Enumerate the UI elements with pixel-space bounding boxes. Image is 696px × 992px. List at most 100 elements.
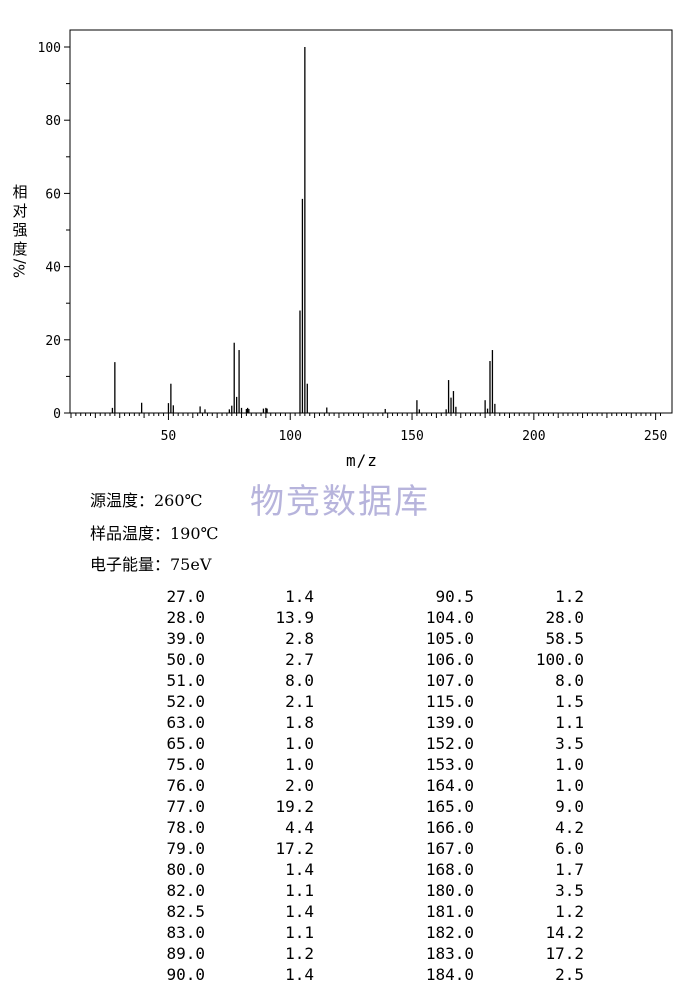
intensity-value: 1.7 <box>555 860 584 879</box>
intensity-value: 1.4 <box>285 860 314 879</box>
intensity-value: 1.1 <box>285 923 314 942</box>
intensity-value: 2.5 <box>555 965 584 984</box>
mz-value: 78.0 <box>166 818 205 837</box>
table-row: 90.0 1.4 <box>0 964 696 985</box>
intensity-value: 6.0 <box>555 839 584 858</box>
mz-value: 104.0 <box>425 608 474 627</box>
intensity-value: 1.5 <box>555 692 584 711</box>
intensity-value: 1.0 <box>285 734 314 753</box>
intensity-value: 8.0 <box>285 671 314 690</box>
mz-value: 82.5 <box>166 902 205 921</box>
intensity-value: 1.0 <box>555 755 584 774</box>
table-row: 106.0 100.0 <box>0 649 696 670</box>
intensity-value: 17.2 <box>545 944 584 963</box>
mz-value: 90.0 <box>166 965 205 984</box>
mz-value: 79.0 <box>166 839 205 858</box>
intensity-value: 58.5 <box>545 629 584 648</box>
intensity-value: 3.5 <box>555 734 584 753</box>
mz-value: 80.0 <box>166 860 205 879</box>
table-row: 167.0 6.0 <box>0 838 696 859</box>
intensity-value: 2.8 <box>285 629 314 648</box>
x-tick-label: 200 <box>522 429 545 444</box>
table-row: 63.0 1.8 <box>0 712 696 733</box>
y-tick-label: 0 <box>53 407 61 422</box>
mz-value: 165.0 <box>425 797 474 816</box>
x-tick-label: 50 <box>161 429 177 444</box>
table-row: 51.0 8.0 <box>0 670 696 691</box>
table-row: 164.0 1.0 <box>0 775 696 796</box>
intensity-value: 1.4 <box>285 965 314 984</box>
intensity-value: 8.0 <box>555 671 584 690</box>
mz-value: 27.0 <box>166 587 205 606</box>
mz-value: 65.0 <box>166 734 205 753</box>
intensity-value: 1.0 <box>555 776 584 795</box>
intensity-value: 28.0 <box>545 608 584 627</box>
x-axis-label: m/z <box>346 451 378 470</box>
mz-value: 63.0 <box>166 713 205 732</box>
mz-value: 82.0 <box>166 881 205 900</box>
table-row: 139.0 1.1 <box>0 712 696 733</box>
mz-value: 77.0 <box>166 797 205 816</box>
mz-value: 75.0 <box>166 755 205 774</box>
table-row: 82.0 1.1 <box>0 880 696 901</box>
table-row: 115.0 1.5 <box>0 691 696 712</box>
mz-value: 182.0 <box>425 923 474 942</box>
table-row: 39.0 2.8 <box>0 628 696 649</box>
table-row: 65.0 1.0 <box>0 733 696 754</box>
intensity-value: 1.2 <box>285 944 314 963</box>
y-axis-label-unit: %/ <box>10 258 29 279</box>
intensity-value: 9.0 <box>555 797 584 816</box>
table-row: 152.0 3.5 <box>0 733 696 754</box>
y-axis-label-char: %/ <box>10 259 30 278</box>
mz-value: 168.0 <box>425 860 474 879</box>
x-axis: 50 100 150 200 250 <box>70 413 667 444</box>
table-row: 181.0 1.2 <box>0 901 696 922</box>
table-row: 83.0 1.1 <box>0 922 696 943</box>
mz-value: 167.0 <box>425 839 474 858</box>
table-row: 28.0 13.9 <box>0 607 696 628</box>
mz-value: 107.0 <box>425 671 474 690</box>
y-axis-label-char: 相 <box>12 183 28 201</box>
table-row: 107.0 8.0 <box>0 670 696 691</box>
table-row: 182.0 14.2 <box>0 922 696 943</box>
intensity-value: 13.9 <box>275 608 314 627</box>
table-row: 75.0 1.0 <box>0 754 696 775</box>
intensity-value: 2.1 <box>285 692 314 711</box>
mz-value: 115.0 <box>425 692 474 711</box>
mz-value: 184.0 <box>425 965 474 984</box>
mz-value: 52.0 <box>166 692 205 711</box>
watermark: 物竞数据库 <box>250 482 430 522</box>
table-row: 82.5 1.4 <box>0 901 696 922</box>
table-row: 180.0 3.5 <box>0 880 696 901</box>
intensity-value: 14.2 <box>545 923 584 942</box>
table-row: 104.0 28.0 <box>0 607 696 628</box>
intensity-value: 4.2 <box>555 818 584 837</box>
y-tick-label: 80 <box>45 114 61 129</box>
intensity-value: 4.4 <box>285 818 314 837</box>
table-row: 183.0 17.2 <box>0 943 696 964</box>
peak-bars <box>111 47 496 413</box>
intensity-value: 1.8 <box>285 713 314 732</box>
mz-value: 152.0 <box>425 734 474 753</box>
mz-value: 28.0 <box>166 608 205 627</box>
mz-value: 166.0 <box>425 818 474 837</box>
mz-value: 89.0 <box>166 944 205 963</box>
y-tick-label: 100 <box>38 41 61 56</box>
table-row: 76.0 2.0 <box>0 775 696 796</box>
mz-value: 105.0 <box>425 629 474 648</box>
table-row: 27.0 1.4 <box>0 586 696 607</box>
mz-value: 83.0 <box>166 923 205 942</box>
mass-spectrum-chart: 0 20 40 60 80 100 50 100 150 200 250 <box>38 29 673 444</box>
y-axis-label-char: 对 <box>12 202 28 220</box>
mz-value: 90.5 <box>435 587 474 606</box>
table-row: 52.0 2.1 <box>0 691 696 712</box>
mz-value: 183.0 <box>425 944 474 963</box>
intensity-value: 2.0 <box>285 776 314 795</box>
intensity-value: 1.4 <box>285 587 314 606</box>
mz-value: 51.0 <box>166 671 205 690</box>
intensity-value: 100.0 <box>535 650 584 669</box>
x-tick-label: 250 <box>644 429 667 444</box>
y-axis: 0 20 40 60 80 100 <box>38 41 70 422</box>
intensity-value: 1.4 <box>285 902 314 921</box>
x-tick-label: 150 <box>400 429 423 444</box>
